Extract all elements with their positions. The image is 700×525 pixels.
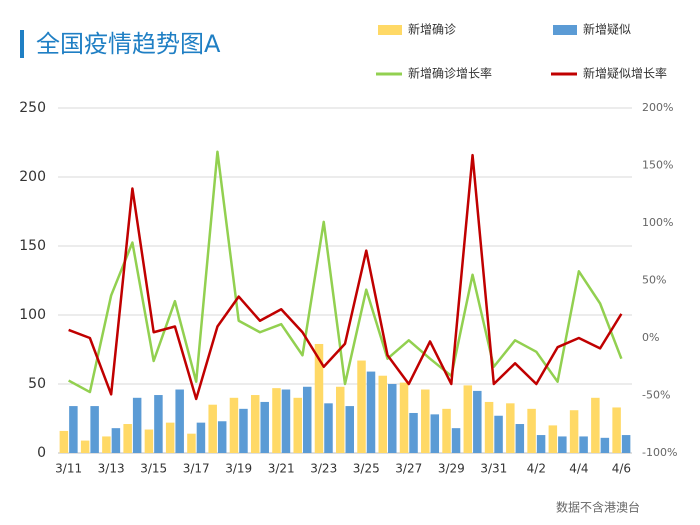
y-tick-label: 200 (19, 169, 46, 185)
source-note: 数据不含港澳台 (556, 500, 640, 515)
bar (366, 371, 376, 453)
y-tick-label: 0 (37, 445, 46, 461)
y-tick-label: 100 (19, 307, 46, 323)
bar (154, 395, 163, 453)
bar (399, 382, 409, 453)
legend-label: 新增确诊增长率 (408, 66, 492, 81)
bar (430, 414, 440, 453)
bar (515, 424, 525, 453)
bar (421, 389, 430, 453)
bar (600, 437, 610, 453)
bar (229, 397, 239, 453)
bar (442, 408, 451, 453)
bar (324, 403, 333, 453)
y-tick-label: 250 (19, 100, 46, 116)
x-tick-label: 3/25 (353, 462, 380, 476)
bar (260, 401, 269, 453)
bar (187, 433, 196, 453)
bar (281, 389, 291, 453)
bar (409, 412, 418, 453)
bar (239, 408, 248, 453)
bar (345, 406, 354, 453)
bar (175, 389, 184, 453)
x-tick-label: 3/23 (310, 462, 337, 476)
bar (484, 401, 494, 453)
y2-tick-label: -100% (642, 446, 677, 459)
line (68, 153, 623, 401)
bar (272, 388, 281, 453)
bar (196, 422, 206, 453)
bar (123, 424, 132, 453)
bar (69, 406, 78, 453)
y2-tick-label: 150% (642, 159, 673, 172)
bar (102, 436, 111, 453)
bar (80, 440, 90, 453)
chart-title: 全国疫情趋势图A (36, 30, 221, 58)
line (68, 150, 623, 394)
x-tick-label: 3/27 (395, 462, 422, 476)
x-tick-label: 3/21 (268, 462, 295, 476)
bar (494, 415, 503, 453)
bar (59, 430, 69, 453)
bar (250, 395, 260, 453)
bar (569, 410, 579, 453)
x-tick-label: 3/19 (225, 462, 252, 476)
x-tick-label: 3/11 (55, 462, 82, 476)
x-tick-label: 3/17 (183, 462, 210, 476)
bar (336, 386, 345, 453)
y2-tick-label: 100% (642, 216, 673, 229)
x-tick-label: 4/4 (569, 462, 588, 476)
bar (558, 436, 567, 453)
y2-tick-label: 200% (642, 101, 673, 114)
legend-label: 新增疑似 (583, 22, 631, 37)
legend-label: 新增确诊 (408, 22, 456, 37)
bar (506, 403, 515, 453)
bar (208, 404, 217, 453)
bar (536, 435, 546, 453)
y2-tick-label: 0% (642, 331, 659, 344)
bar (473, 390, 482, 453)
y-tick-label: 150 (19, 238, 46, 254)
x-tick-label: 3/29 (438, 462, 465, 476)
bar (527, 408, 536, 453)
bar (357, 360, 366, 453)
x-tick-label: 4/2 (527, 462, 546, 476)
y-tick-label: 50 (28, 376, 46, 392)
bar (463, 385, 473, 453)
x-tick-label: 4/6 (612, 462, 631, 476)
bar (621, 435, 631, 453)
y2-tick-label: -50% (642, 389, 670, 402)
title-marker (20, 30, 24, 58)
bar (451, 428, 461, 453)
bar (548, 425, 558, 453)
bar (132, 397, 142, 453)
y2-tick-label: 50% (642, 274, 666, 287)
x-tick-label: 3/13 (98, 462, 125, 476)
bar (579, 436, 588, 453)
bar (388, 384, 397, 453)
bar (293, 397, 302, 453)
x-tick-label: 3/15 (140, 462, 167, 476)
bar (217, 421, 227, 453)
bar (111, 428, 121, 453)
bar (144, 429, 154, 453)
bar (591, 397, 600, 453)
bar (612, 407, 621, 453)
bar (302, 386, 312, 453)
legend-label: 新增疑似增长率 (583, 66, 667, 81)
legend-swatch (553, 25, 577, 35)
bar (314, 343, 324, 453)
legend-swatch (378, 25, 402, 35)
bar (165, 422, 175, 453)
bar (90, 406, 99, 453)
bar (378, 375, 388, 453)
x-tick-label: 3/31 (480, 462, 507, 476)
